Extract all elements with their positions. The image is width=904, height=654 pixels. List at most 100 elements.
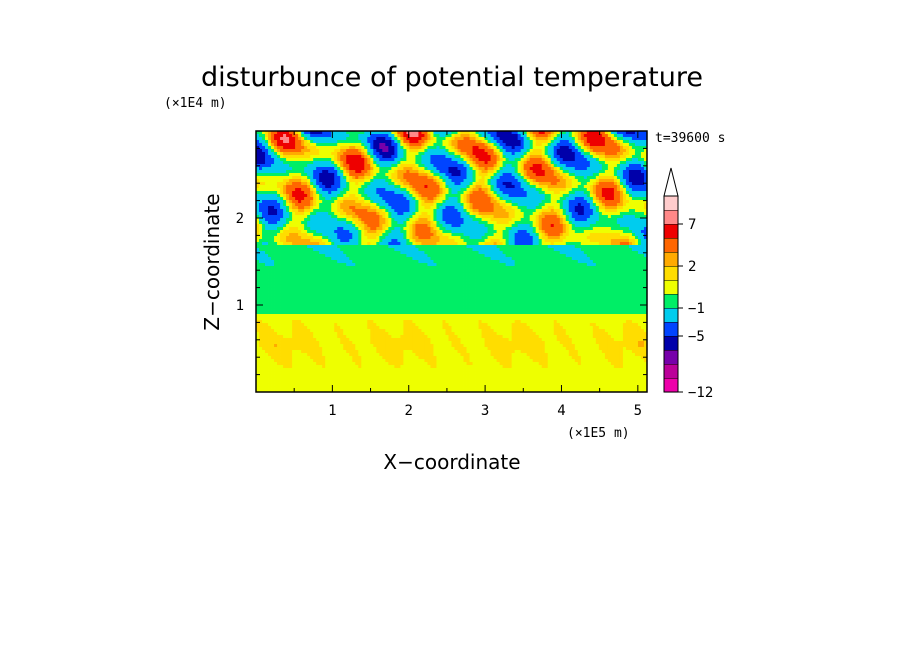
- contour-cell: [601, 173, 606, 177]
- contour-cell: [577, 221, 582, 225]
- contour-cell: [634, 161, 639, 165]
- contour-cell: [343, 134, 347, 138]
- contour-cell: [427, 194, 431, 198]
- contour-cell: [286, 137, 290, 141]
- contour-cell: [307, 158, 311, 162]
- contour-cell: [364, 164, 368, 168]
- contour-cell: [550, 161, 555, 165]
- contour-cell: [424, 188, 428, 192]
- contour-cell: [625, 134, 630, 138]
- contour-cell: [631, 170, 636, 174]
- contour-cell: [298, 143, 302, 147]
- contour-cell: [307, 155, 311, 159]
- contour-cell: [373, 212, 377, 216]
- contour-cell: [370, 164, 374, 168]
- contour-cell: [406, 236, 410, 240]
- contour-cell: [619, 212, 624, 216]
- contour-cell: [589, 152, 594, 156]
- contour-cell: [304, 143, 308, 147]
- contour-cell: [385, 194, 389, 198]
- contour-cell: [337, 164, 341, 168]
- contour-cell: [466, 236, 470, 240]
- contour-cell: [565, 179, 570, 183]
- contour-cell: [472, 149, 476, 153]
- contour-cell: [454, 164, 458, 168]
- contour-cell: [391, 134, 395, 138]
- contour-cell: [430, 158, 434, 162]
- contour-cell: [619, 140, 624, 144]
- contour-cell: [613, 164, 618, 168]
- contour-cell: [469, 143, 473, 147]
- contour-cell: [319, 134, 323, 138]
- contour-cell: [400, 140, 404, 144]
- contour-cell: [418, 167, 422, 171]
- contour-cell: [310, 245, 314, 249]
- contour-cell: [412, 173, 416, 177]
- contour-cell: [628, 158, 633, 162]
- contour-cell: [574, 197, 579, 201]
- contour-cell: [619, 137, 624, 141]
- contour-cell: [520, 188, 525, 192]
- contour-cell: [574, 209, 579, 213]
- contour-cell: [547, 227, 552, 231]
- contour-cell: [619, 218, 624, 222]
- contour-cell: [496, 140, 501, 144]
- contour-cell: [565, 236, 570, 240]
- contour-cell: [631, 209, 636, 213]
- contour-cell: [487, 191, 491, 195]
- contour-cell: [262, 146, 266, 150]
- contour-cell: [553, 218, 558, 222]
- contour-cell: [388, 173, 392, 177]
- contour-cell: [400, 197, 404, 201]
- contour-cell: [454, 149, 458, 153]
- contour-cell: [601, 224, 606, 228]
- contour-cell: [580, 209, 585, 213]
- contour-cell: [343, 215, 347, 219]
- contour-cell: [619, 158, 624, 162]
- contour-cell: [544, 158, 549, 162]
- contour-cell: [283, 152, 287, 156]
- contour-cell: [628, 134, 633, 138]
- contour-cell: [310, 236, 314, 240]
- contour-cell: [421, 233, 425, 237]
- contour-cell: [631, 152, 636, 156]
- contour-cell: [349, 197, 353, 201]
- contour-cell: [280, 143, 284, 147]
- contour-cell: [277, 155, 281, 159]
- contour-cell: [400, 155, 404, 159]
- contour-cell: [418, 161, 422, 165]
- contour-cell: [289, 152, 293, 156]
- contour-cell: [424, 146, 428, 150]
- contour-cell: [358, 215, 362, 219]
- contour-cell: [496, 188, 501, 192]
- contour-cell: [262, 194, 266, 198]
- contour-cell: [280, 185, 284, 189]
- contour-cell: [397, 143, 401, 147]
- contour-cell: [274, 179, 278, 183]
- contour-cell: [613, 149, 618, 153]
- contour-cell: [622, 218, 627, 222]
- contour-cell: [598, 200, 603, 204]
- contour-cell: [625, 236, 630, 240]
- contour-cell: [589, 194, 594, 198]
- contour-cell: [625, 212, 630, 216]
- contour-cell: [298, 206, 302, 210]
- contour-cell: [613, 158, 618, 162]
- contour-cell: [517, 179, 522, 183]
- contour-cell: [577, 233, 582, 237]
- contour-cell: [337, 233, 341, 237]
- contour-cell: [313, 188, 317, 192]
- contour-cell: [304, 200, 308, 204]
- contour-cell: [358, 164, 362, 168]
- contour-cell: [547, 197, 552, 201]
- contour-cell: [409, 176, 413, 180]
- contour-cell: [349, 212, 353, 216]
- contour-cell: [511, 182, 516, 186]
- contour-cell: [424, 194, 428, 198]
- contour-cell: [574, 191, 579, 195]
- contour-cell: [526, 170, 531, 174]
- contour-cell: [493, 152, 498, 156]
- contour-cell: [472, 176, 476, 180]
- contour-cell: [484, 236, 488, 240]
- contour-cell: [625, 152, 630, 156]
